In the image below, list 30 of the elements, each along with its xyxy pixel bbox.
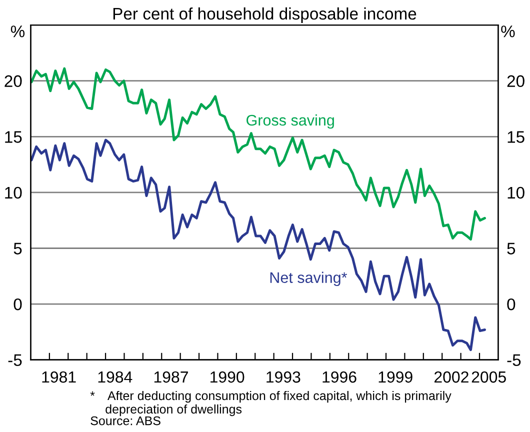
x-tick-label: 1996 <box>322 371 356 383</box>
chart-title: Per cent of household disposable income <box>113 7 416 23</box>
text: * After deducting consumption of fixed capital, which is primarily depreciation of dwellings <box>90 390 452 416</box>
y-tick-label: 10 <box>5 186 22 199</box>
x-tick-label: 2002 <box>434 371 468 383</box>
source-note: Source: ABS <box>90 416 160 426</box>
y-tick-label: 5 <box>14 242 22 254</box>
y2-tick-label: 5 <box>507 242 516 254</box>
y2-tick-label: 0 <box>507 298 516 310</box>
y2-tick-label: 15 <box>508 131 524 143</box>
series-label: Gross saving <box>246 114 334 129</box>
y-axis-title: % <box>10 26 25 38</box>
line-series <box>30 67 486 241</box>
x-tick-label: 2005 <box>472 371 506 383</box>
x-tick-label: 1999 <box>378 371 412 383</box>
y2-axis-title: % <box>501 26 515 38</box>
y2-tick-label: 20 <box>507 75 524 88</box>
x-tick-label: 1993 <box>266 371 300 383</box>
y-tick-label: 0 <box>14 298 22 310</box>
y-tick-label: 15 <box>5 131 22 143</box>
series-label: Net saving* <box>270 272 348 286</box>
x-tick-label: 1990 <box>210 371 244 383</box>
x-tick-label: 1984 <box>98 371 132 383</box>
y-tick-label: 20 <box>4 75 22 88</box>
y2-tick-label: -5 <box>507 354 521 366</box>
line-series <box>30 138 486 352</box>
y2-tick-label: 10 <box>508 186 524 199</box>
x-tick-label: 1981 <box>42 371 76 383</box>
y-tick-label: -5 <box>8 354 22 366</box>
x-tick-label: 1987 <box>154 371 188 383</box>
